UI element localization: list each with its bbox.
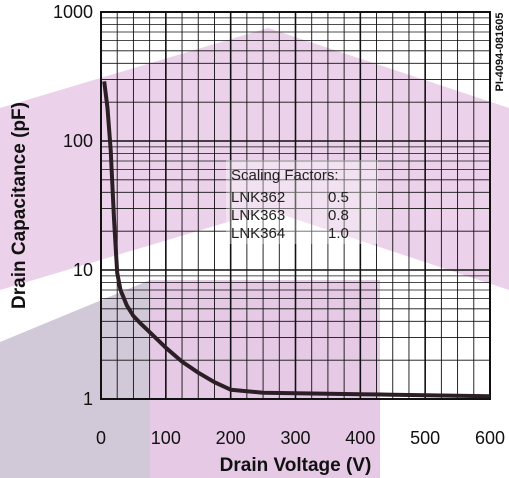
annotation-part: LNK364 (231, 225, 285, 242)
x-tick-label: 200 (216, 428, 246, 448)
annotation-factor: 0.5 (328, 189, 349, 206)
y-axis-title: Drain Capacitance (pF) (9, 102, 30, 309)
annotation-part: LNK362 (231, 189, 285, 206)
y-tick-labels: 1 10 100 1000 (53, 2, 93, 409)
x-tick-labels: 0 100 200 300 400 500 600 (96, 428, 505, 448)
y-tick-label: 1000 (53, 2, 93, 22)
y-tick-label: 100 (63, 131, 93, 151)
annotation-title: Scaling Factors: (231, 167, 339, 184)
annotation-part: LNK363 (231, 207, 285, 224)
x-axis-title: Drain Voltage (V) (220, 455, 372, 476)
y-tick-label: 1 (83, 389, 93, 409)
x-tick-label: 0 (96, 428, 106, 448)
y-tick-label: 10 (73, 260, 93, 280)
figure-id: PI-4094-081605 (494, 13, 506, 92)
annotation-factor: 1.0 (328, 225, 349, 242)
x-tick-label: 500 (410, 428, 440, 448)
x-tick-label: 300 (280, 428, 310, 448)
x-tick-label: 400 (345, 428, 375, 448)
x-tick-label: 600 (475, 428, 505, 448)
plot-frame (100, 11, 491, 400)
x-tick-label: 100 (151, 428, 181, 448)
annotation-rows: LNK362 0.5 LNK363 0.8 LNK364 1.0 (231, 189, 349, 242)
capacitance-curve (102, 81, 491, 399)
annotation-factor: 0.8 (328, 207, 349, 224)
watermark-logo (0, 28, 509, 478)
grid (101, 12, 490, 399)
annotation-box (226, 160, 378, 244)
